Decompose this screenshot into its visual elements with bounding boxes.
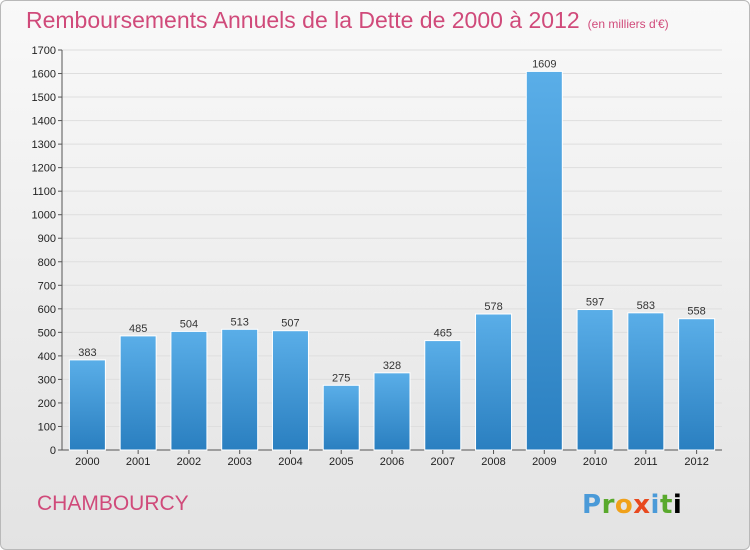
value-label: 328 [383, 360, 401, 372]
bar [119, 335, 157, 451]
bar [627, 312, 665, 451]
y-tick-label: 1500 [32, 92, 56, 104]
x-tick-label: 2003 [227, 456, 251, 468]
bar [475, 313, 513, 451]
x-tick-label: 2001 [126, 456, 150, 468]
bar [373, 372, 411, 451]
value-label: 597 [586, 297, 604, 309]
value-label: 1609 [532, 58, 556, 70]
value-label: 465 [434, 328, 452, 340]
y-tick-label: 1300 [32, 139, 56, 151]
bar [678, 318, 716, 451]
x-tick-label: 2006 [380, 456, 404, 468]
x-tick-label: 2008 [481, 456, 505, 468]
y-tick-label: 1600 [32, 69, 56, 81]
bar [322, 384, 360, 451]
y-tick-label: 100 [38, 421, 56, 433]
value-label: 578 [484, 301, 502, 313]
x-tick-label: 2009 [532, 456, 556, 468]
logo-letter: r [601, 490, 615, 520]
x-tick-label: 2011 [634, 456, 658, 468]
y-tick-label: 900 [38, 233, 56, 245]
bar [576, 309, 614, 451]
y-tick-label: 1200 [32, 163, 56, 175]
x-tick-label: 2012 [684, 456, 708, 468]
bar [170, 330, 208, 451]
bar [68, 359, 106, 451]
value-label: 558 [687, 306, 705, 318]
y-tick-label: 500 [38, 327, 56, 339]
y-tick-label: 1000 [32, 210, 56, 222]
x-tick-label: 2002 [177, 456, 201, 468]
bar [525, 70, 563, 451]
y-tick-label: 800 [38, 257, 56, 269]
x-tick-label: 2005 [329, 456, 353, 468]
y-tick-label: 700 [38, 280, 56, 292]
chart-title: Remboursements Annuels de la Dette de 20… [26, 7, 669, 34]
x-tick-label: 2010 [583, 456, 607, 468]
logo-letter: o [614, 490, 634, 520]
y-tick-label: 200 [38, 398, 56, 410]
x-tick-label: 2007 [431, 456, 455, 468]
value-label: 383 [78, 347, 96, 359]
title-text: Remboursements Annuels de la Dette de 20… [26, 7, 580, 33]
logo-letter: i [650, 490, 660, 520]
value-label: 504 [180, 318, 198, 330]
value-label: 275 [332, 372, 350, 384]
logo-letter: t [659, 490, 673, 520]
city-name: CHAMBOURCY [37, 492, 189, 515]
logo-letter: i [672, 490, 683, 520]
x-tick-label: 2000 [75, 456, 99, 468]
logo-letter: P [582, 490, 602, 520]
y-tick-label: 1100 [32, 186, 56, 198]
value-label: 583 [637, 300, 655, 312]
bar [424, 340, 462, 451]
bar [221, 328, 259, 451]
bar [271, 330, 309, 451]
y-tick-label: 0 [50, 445, 56, 457]
unit-label: (en milliers d'€) [587, 17, 669, 31]
y-tick-label: 1400 [32, 116, 56, 128]
logo-letter: x [633, 490, 651, 520]
y-tick-label: 600 [38, 304, 56, 316]
value-label: 513 [231, 316, 249, 328]
value-label: 507 [281, 318, 299, 330]
y-tick-label: 300 [38, 374, 56, 386]
y-tick-label: 1700 [32, 45, 56, 57]
proxiti-logo: Proxiti [582, 490, 682, 520]
value-label: 485 [129, 323, 147, 335]
y-tick-label: 400 [38, 351, 56, 363]
x-tick-label: 2004 [278, 456, 302, 468]
